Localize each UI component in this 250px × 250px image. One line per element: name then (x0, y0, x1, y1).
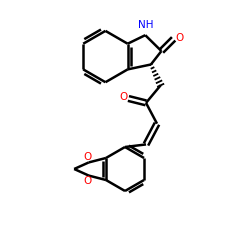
Text: O: O (84, 152, 92, 162)
Text: O: O (84, 176, 92, 186)
Text: NH: NH (138, 20, 154, 30)
Text: O: O (175, 33, 183, 43)
Text: O: O (119, 92, 127, 102)
